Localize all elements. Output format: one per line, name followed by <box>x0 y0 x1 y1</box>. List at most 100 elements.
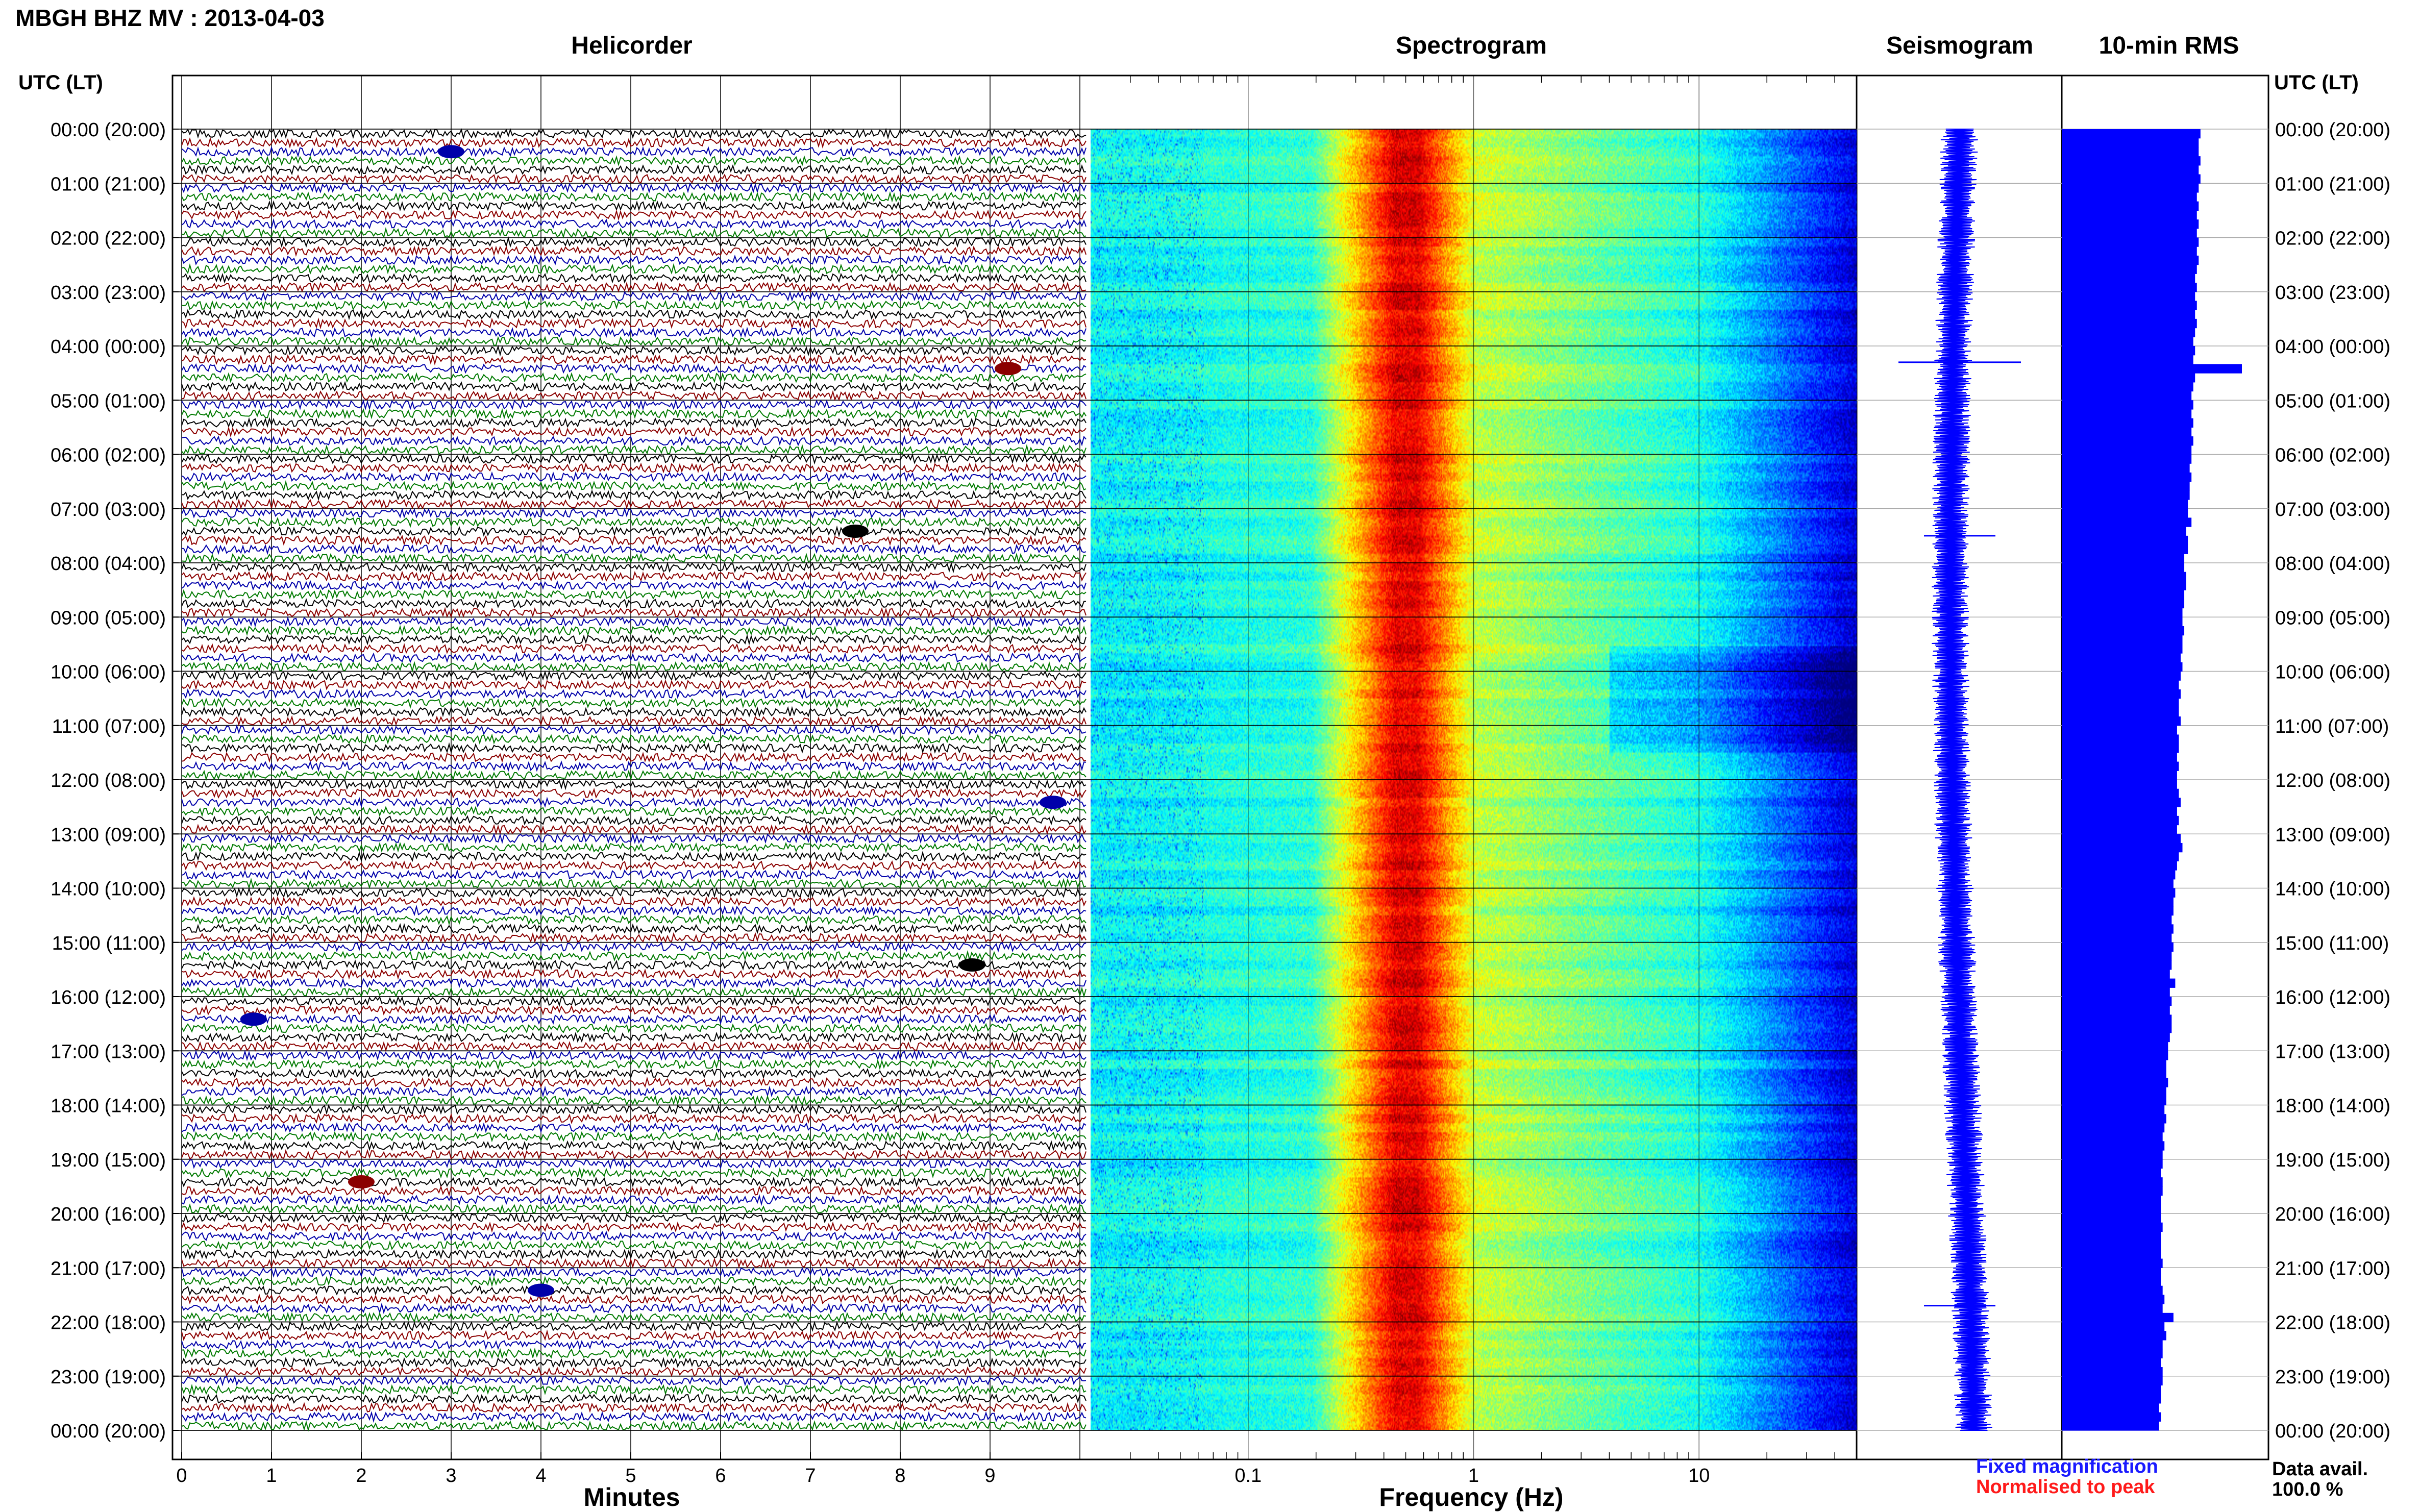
helicorder-trace <box>181 390 1087 402</box>
helicorder-trace <box>181 968 1087 980</box>
helicorder-trace <box>181 814 1087 826</box>
rms-bar <box>2062 1276 2161 1286</box>
rms-bar <box>2062 644 2183 654</box>
helicorder-trace <box>181 986 1087 999</box>
time-label-right: 21:00 (17:00) <box>2275 1258 2390 1279</box>
helicorder-trace <box>181 607 1087 618</box>
helicorder-trace <box>181 1031 1087 1043</box>
helicorder-trace <box>181 914 1087 926</box>
rms-bar <box>2062 825 2177 834</box>
rms-bar <box>2062 680 2179 690</box>
rms-bar <box>2062 842 2183 853</box>
helicorder-trace <box>181 173 1087 184</box>
frequency-axis-label: Frequency (Hz) <box>1379 1483 1564 1511</box>
helicorder-trace <box>181 715 1087 727</box>
rms-bar <box>2062 1268 2161 1277</box>
rms-bar <box>2062 228 2197 238</box>
helicorder-event <box>438 145 464 159</box>
rms-bar <box>2062 1358 2161 1368</box>
rms-bar <box>2062 1177 2163 1187</box>
time-label-left: 16:00 (12:00) <box>51 987 166 1008</box>
helicorder-trace <box>181 1366 1087 1378</box>
time-label-left: 15:00 (11:00) <box>52 933 166 954</box>
helicorder-trace <box>181 797 1087 808</box>
time-label-left: 12:00 (08:00) <box>51 770 166 791</box>
minutes-axis-label: Minutes <box>583 1483 680 1511</box>
rms-bar <box>2062 1159 2163 1169</box>
time-label-right: 00:00 (20:00) <box>2275 119 2390 141</box>
time-label-right: 14:00 (10:00) <box>2275 879 2390 900</box>
helicorder-trace <box>181 1140 1087 1152</box>
rms-bar <box>2062 1087 2166 1097</box>
time-label-left: 11:00 (07:00) <box>52 716 166 737</box>
legend-normalised: Normalised to peak <box>1976 1476 2155 1498</box>
rms-bar <box>2062 527 2186 536</box>
helicorder-trace <box>181 1375 1087 1386</box>
rms-bar <box>2062 897 2174 907</box>
rms-bar <box>2062 1331 2166 1341</box>
minute-tick-label: 1 <box>266 1465 277 1486</box>
time-label-left: 09:00 (05:00) <box>51 607 166 629</box>
minute-tick-label: 7 <box>805 1465 816 1486</box>
helicorder-trace <box>181 995 1087 1007</box>
helicorder-trace <box>181 1383 1087 1396</box>
helicorder-trace <box>181 272 1087 284</box>
helicorder-trace <box>181 435 1087 447</box>
rms-bar <box>2062 960 2172 970</box>
time-label-left: 10:00 (06:00) <box>51 662 166 683</box>
helicorder-trace <box>181 1095 1087 1106</box>
helicorder-trace <box>181 236 1087 248</box>
helicorder-trace <box>181 1085 1087 1098</box>
rms-bar <box>2062 1349 2163 1358</box>
rms-bar <box>2062 1340 2163 1350</box>
helicorder-event <box>528 1283 554 1297</box>
helicorder-trace <box>181 652 1087 663</box>
rms-bar <box>2062 1421 2159 1431</box>
helicorder-trace <box>181 1149 1087 1161</box>
rms-bar <box>2062 906 2174 916</box>
time-label-left: 03:00 (23:00) <box>51 282 166 304</box>
rms-bar <box>2062 771 2177 780</box>
helicorder-trace <box>181 1185 1087 1197</box>
time-label-right: 12:00 (08:00) <box>2275 770 2390 791</box>
helicorder-trace <box>181 1023 1087 1034</box>
helicorder-trace <box>181 1320 1087 1332</box>
helicorder-trace <box>181 525 1087 537</box>
rms-bar <box>2062 788 2179 799</box>
helicorder-trace <box>181 687 1087 700</box>
rms-bar <box>2062 147 2199 157</box>
rms-bar <box>2062 427 2192 437</box>
helicorder-event <box>348 1175 375 1189</box>
helicorder-trace <box>181 769 1087 782</box>
rms-bar <box>2062 454 2192 464</box>
helicorder-trace <box>181 552 1087 565</box>
rms-bar <box>2062 707 2179 717</box>
rms-bar <box>2062 355 2193 365</box>
rms-bar <box>2062 1285 2163 1295</box>
helicorder-trace <box>181 896 1087 907</box>
time-label-left: 05:00 (01:00) <box>51 390 166 412</box>
minute-tick-label: 6 <box>715 1465 726 1486</box>
rms-bar <box>2062 635 2183 645</box>
helicorder-trace <box>181 1311 1087 1323</box>
rms-bar <box>2062 490 2190 500</box>
helicorder-trace <box>181 218 1087 230</box>
time-label-right: 16:00 (12:00) <box>2275 987 2390 1008</box>
helicorder-trace <box>181 155 1087 167</box>
helicorder-trace <box>181 679 1087 690</box>
helicorder-trace <box>181 1240 1087 1251</box>
rms-bar <box>2062 924 2174 934</box>
helicorder-trace <box>181 1212 1087 1224</box>
minute-tick-label: 3 <box>446 1465 456 1486</box>
rms-bar <box>2062 1014 2172 1024</box>
rms-bar <box>2062 1051 2168 1060</box>
rms-bar <box>2062 328 2195 337</box>
helicorder-trace <box>181 742 1087 754</box>
time-label-right: 15:00 (11:00) <box>2275 933 2389 954</box>
time-label-left: 01:00 (21:00) <box>51 173 166 195</box>
helicorder-trace <box>181 760 1087 772</box>
helicorder-trace <box>181 1049 1087 1061</box>
time-label-left: 06:00 (02:00) <box>51 445 166 466</box>
helicorder-trace <box>182 489 1087 501</box>
helicorder-trace <box>181 471 1087 483</box>
